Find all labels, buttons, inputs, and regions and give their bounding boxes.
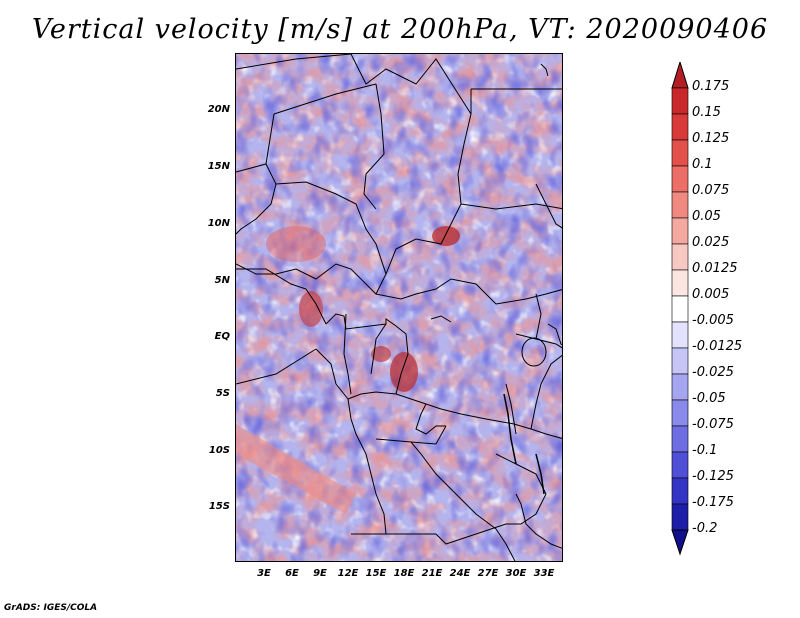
colorbar-label: -0.0125 <box>692 339 743 354</box>
colorbar-label: -0.005 <box>692 313 734 328</box>
updraft-band <box>236 424 356 514</box>
updraft-core <box>266 226 326 262</box>
updraft-core <box>371 346 391 362</box>
velocity-field <box>236 54 562 561</box>
colorbar-swatch <box>671 347 689 375</box>
colorbar-label: -0.175 <box>692 495 734 510</box>
colorbar-label: -0.2 <box>692 521 718 536</box>
lon-label: 18E <box>393 568 415 579</box>
colorbar-swatch <box>671 165 689 193</box>
lon-label: 9E <box>313 568 327 579</box>
colorbar-label: -0.1 <box>692 443 718 458</box>
colorbar-label: 0.075 <box>692 183 730 198</box>
colorbar-swatch <box>671 503 689 531</box>
lat-label: EQ <box>214 331 230 342</box>
lat-label: 10N <box>207 218 230 229</box>
colorbar-swatch <box>671 217 689 245</box>
colorbar-bottom-arrow <box>671 529 689 556</box>
lon-label: 6E <box>285 568 299 579</box>
lake-victoria <box>521 337 547 367</box>
colorbar-swatch <box>671 113 689 141</box>
colorbar-label: 0.0125 <box>692 261 738 276</box>
country-borders <box>236 54 562 561</box>
colorbar-label: -0.025 <box>692 365 734 380</box>
lon-label: 24E <box>449 568 471 579</box>
lon-label: 3E <box>257 568 271 579</box>
colorbar-label: 0.15 <box>692 105 721 120</box>
map-panel <box>235 53 563 562</box>
colorbar-label: -0.075 <box>692 417 734 432</box>
updraft-core <box>432 226 460 246</box>
lat-label: 5S <box>215 388 230 399</box>
colorbar-swatch <box>671 451 689 479</box>
colorbar-label: 0.125 <box>692 131 730 146</box>
lake-malawi <box>535 453 545 495</box>
colorbar-swatch <box>671 373 689 401</box>
lake-tanganyika <box>503 393 517 465</box>
colorbar-label: -0.05 <box>692 391 726 406</box>
colorbar-swatch <box>671 191 689 219</box>
updraft-core <box>390 352 418 392</box>
lat-label: 5N <box>214 275 230 286</box>
colorbar-label: 0.025 <box>692 235 730 250</box>
lat-label: 20N <box>207 104 230 115</box>
colorbar-swatch <box>671 295 689 323</box>
lon-label: 21E <box>421 568 443 579</box>
colorbar-swatch <box>671 87 689 115</box>
colorbar-swatch <box>671 477 689 505</box>
credit-text: GrADS: IGES/COLA <box>4 603 98 613</box>
lat-label: 15N <box>207 161 230 172</box>
colorbar-swatch <box>671 139 689 167</box>
colorbar-label: 0.005 <box>692 287 730 302</box>
colorbar-swatch <box>671 321 689 349</box>
colorbar-swatch <box>671 269 689 297</box>
colorbar-swatch <box>671 243 689 271</box>
chart-title: Vertical velocity [m/s] at 200hPa, VT: 2… <box>31 14 769 45</box>
lon-label: 12E <box>337 568 359 579</box>
colorbar <box>671 62 689 556</box>
colorbar-label: -0.125 <box>692 469 734 484</box>
lat-label: 10S <box>208 445 230 456</box>
lon-label: 15E <box>365 568 387 579</box>
lon-label: 30E <box>505 568 527 579</box>
lon-label: 27E <box>477 568 499 579</box>
colorbar-top-arrow <box>671 62 689 89</box>
colorbar-label: 0.1 <box>692 157 713 172</box>
lat-label: 15S <box>208 501 230 512</box>
updraft-core <box>299 291 323 327</box>
colorbar-swatch <box>671 399 689 427</box>
lon-label: 33E <box>533 568 555 579</box>
colorbar-label: 0.05 <box>692 209 721 224</box>
colorbar-label: 0.175 <box>692 79 730 94</box>
colorbar-swatch <box>671 425 689 453</box>
